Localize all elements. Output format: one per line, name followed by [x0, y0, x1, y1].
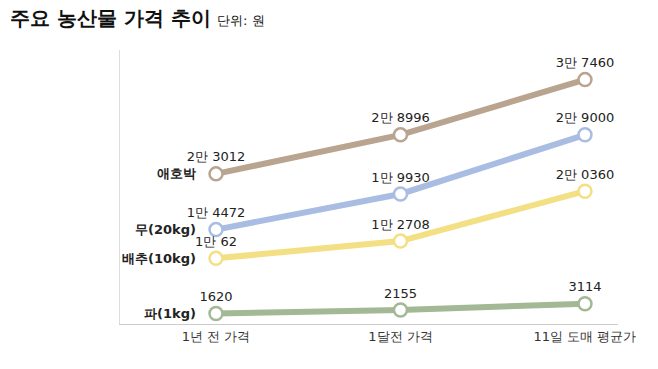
svg-text:무(20kg): 무(20kg)	[135, 222, 196, 237]
svg-text:11일 도매 평균가: 11일 도매 평균가	[534, 329, 637, 344]
svg-text:1만 62: 1만 62	[195, 234, 237, 249]
svg-text:3114: 3114	[568, 279, 601, 294]
svg-text:1만 4472: 1만 4472	[187, 205, 246, 220]
svg-text:2만 0360: 2만 0360	[556, 167, 615, 182]
svg-text:배추(10kg): 배추(10kg)	[122, 251, 196, 266]
svg-text:3만 7460: 3만 7460	[556, 55, 615, 70]
svg-text:파(1kg): 파(1kg)	[144, 306, 196, 321]
svg-text:2만 8996: 2만 8996	[371, 110, 430, 125]
svg-text:주요 농산물 가격 추이 단위: 원: 주요 농산물 가격 추이 단위: 원	[10, 6, 265, 30]
svg-text:1만 2708: 1만 2708	[371, 217, 430, 232]
svg-text:2155: 2155	[384, 286, 417, 301]
svg-text:2만 3012: 2만 3012	[187, 149, 246, 164]
svg-text:1년 전 가격: 1년 전 가격	[182, 329, 251, 344]
svg-text:2만 9000: 2만 9000	[556, 110, 615, 125]
svg-text:애호박: 애호박	[157, 166, 196, 181]
svg-text:1달전 가격: 1달전 가격	[368, 329, 432, 344]
svg-text:1만 9930: 1만 9930	[371, 170, 430, 185]
svg-text:1620: 1620	[199, 289, 232, 304]
